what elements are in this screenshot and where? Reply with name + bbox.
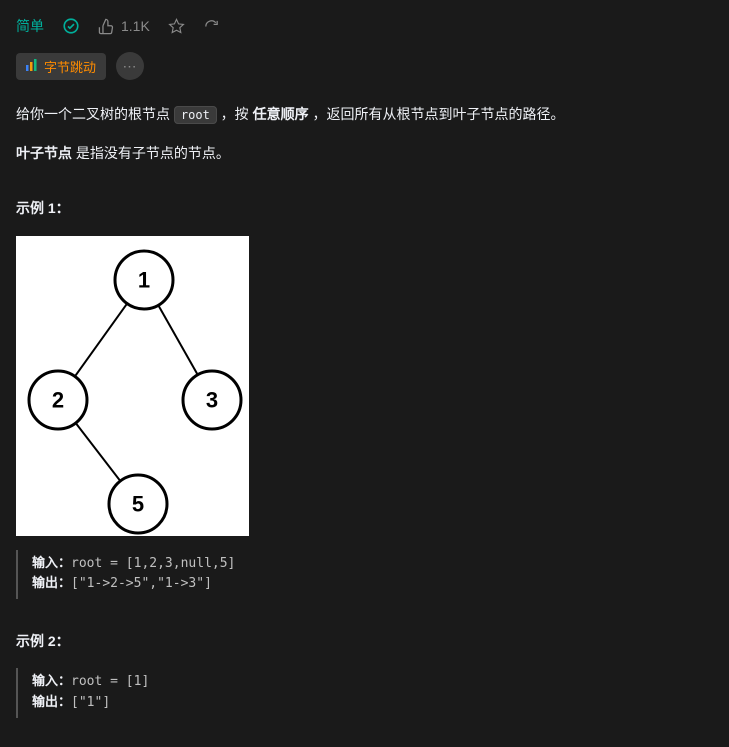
example-1-input: 输入：root = [1,2,3,null,5] xyxy=(32,554,713,575)
svg-text:5: 5 xyxy=(132,491,144,516)
example-2-input: 输入：root = [1] xyxy=(32,672,713,693)
ellipsis-icon: ⋯ xyxy=(123,58,138,75)
company-name: 字节跳动 xyxy=(44,57,96,76)
code-root: root xyxy=(174,106,217,124)
company-tag[interactable]: 字节跳动 xyxy=(16,53,106,80)
example-2-io: 输入：root = [1] 输出：["1"] xyxy=(16,668,713,718)
favorite-button[interactable] xyxy=(168,18,185,35)
like-count: 1.1K xyxy=(121,18,150,34)
more-button[interactable]: ⋯ xyxy=(116,52,144,80)
svg-text:2: 2 xyxy=(52,387,64,412)
star-icon xyxy=(168,18,185,35)
example-1-output: 输出：["1->2->5","1->3"] xyxy=(32,574,713,595)
svg-text:3: 3 xyxy=(206,387,218,412)
problem-content: 给你一个二叉树的根节点 root ，按 任意顺序 ，返回所有从根节点到叶子节点的… xyxy=(16,102,713,718)
tag-row: 字节跳动 ⋯ xyxy=(16,52,713,80)
example-2-title: 示例 2： xyxy=(16,629,713,654)
difficulty-label: 简单 xyxy=(16,16,44,36)
svg-text:1: 1 xyxy=(138,267,150,292)
example-1-io: 输入：root = [1,2,3,null,5] 输出：["1->2->5","… xyxy=(16,550,713,600)
description-line-2: 叶子节点 是指没有子节点的节点。 xyxy=(16,141,713,166)
like-button[interactable]: 1.1K xyxy=(98,18,150,35)
description-line-1: 给你一个二叉树的根节点 root ，按 任意顺序 ，返回所有从根节点到叶子节点的… xyxy=(16,102,713,127)
example-1-figure: 1 2 3 5 xyxy=(16,236,249,536)
solved-check-icon xyxy=(62,17,80,35)
example-1-title: 示例 1： xyxy=(16,196,713,221)
thumbs-up-icon xyxy=(98,18,115,35)
bar-chart-icon xyxy=(26,58,38,74)
problem-header: 简单 1.1K xyxy=(16,16,713,36)
share-icon xyxy=(203,18,220,35)
share-button[interactable] xyxy=(203,18,220,35)
example-2-output: 输出：["1"] xyxy=(32,693,713,714)
